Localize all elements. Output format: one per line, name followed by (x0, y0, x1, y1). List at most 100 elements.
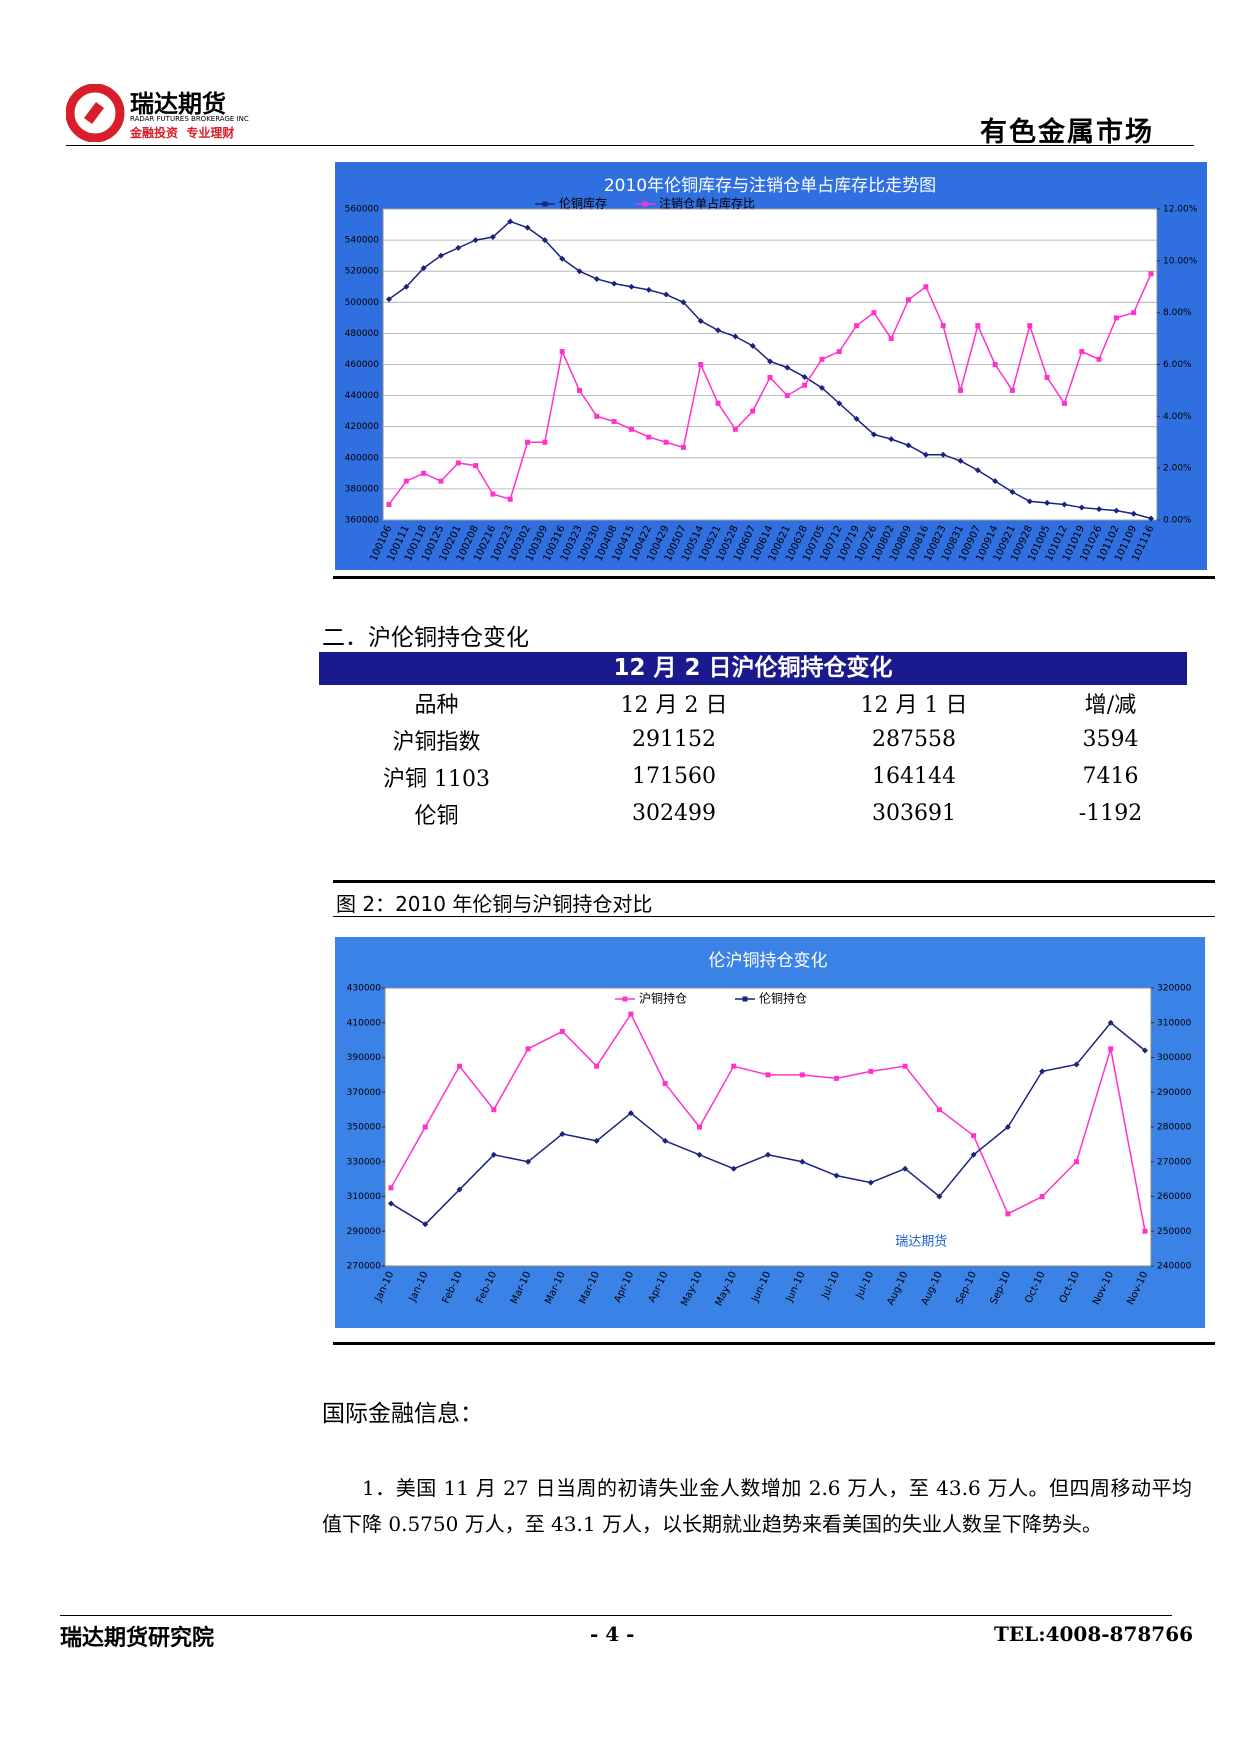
point (541, 237, 548, 244)
point (765, 1151, 771, 1158)
footer-right: TEL:4008-878766 (994, 1622, 1194, 1646)
point (1148, 515, 1154, 522)
point (1096, 506, 1103, 513)
cell: 沪铜 1103 (383, 766, 490, 792)
point (559, 349, 565, 355)
y2-tick-label: 290000 (1157, 1088, 1192, 1098)
section-title: 国际金融信息： (322, 1401, 483, 1427)
point (905, 442, 912, 449)
point (1039, 1068, 1046, 1075)
point (388, 1200, 394, 1207)
y-tick-label: 540000 (345, 236, 380, 246)
cell: 3594 (1082, 727, 1139, 752)
point (992, 362, 998, 367)
point (1027, 323, 1033, 329)
x-tick-label: Mar-10 (577, 1270, 602, 1306)
point (958, 387, 963, 393)
legend-label: 伦铜库存 (559, 196, 607, 211)
y-tick-label: 380000 (345, 484, 380, 494)
point (645, 286, 652, 293)
point (611, 280, 618, 287)
point (970, 1151, 977, 1158)
section-title: 二．沪伦铜持仓变化 (322, 625, 529, 651)
point (507, 496, 513, 502)
point (507, 218, 514, 225)
point (456, 1186, 463, 1193)
header-cell: 品种 (414, 692, 459, 718)
legend-marker (622, 996, 628, 1002)
point (834, 1075, 840, 1081)
point (438, 478, 444, 484)
slogan: 金融投资 专业理财 (130, 126, 235, 140)
point (525, 1046, 531, 1052)
point (1078, 504, 1085, 511)
cell: 164144 (872, 764, 956, 789)
y-tick-label: 480000 (345, 329, 380, 339)
y-tick-label: 270000 (347, 1262, 382, 1272)
point (732, 426, 738, 432)
cell: 7416 (1082, 764, 1139, 789)
point (473, 463, 479, 469)
y-tick-label: 350000 (347, 1123, 382, 1133)
point (922, 451, 929, 458)
header-rule (66, 145, 1194, 146)
point (749, 342, 756, 349)
point (490, 1151, 497, 1158)
point (388, 1185, 394, 1191)
rule (333, 880, 1215, 883)
point (457, 1063, 463, 1069)
rule (333, 576, 1215, 579)
point (1044, 374, 1050, 380)
x-tick-label: Mar-10 (543, 1270, 568, 1306)
point (974, 467, 981, 474)
point (593, 275, 600, 282)
point (906, 297, 912, 303)
rule (333, 1342, 1215, 1345)
y-tick-label: 560000 (345, 205, 380, 215)
y2-tick-label: 320000 (1157, 984, 1192, 994)
y-tick-label: 410000 (347, 1018, 382, 1028)
point (732, 333, 739, 340)
plot-area (384, 987, 1152, 1267)
point (628, 1011, 634, 1017)
point (663, 439, 669, 445)
y2-tick-label: 2.00% (1163, 464, 1192, 474)
header-cell: 12 月 1 日 (860, 692, 968, 718)
point (403, 478, 409, 484)
point (455, 460, 461, 466)
point (902, 1165, 909, 1172)
point (940, 451, 947, 458)
x-tick-label: Feb-10 (441, 1270, 465, 1306)
point (867, 1179, 874, 1186)
point (992, 478, 999, 485)
y-tick-label: 400000 (345, 453, 380, 463)
cell: 171560 (632, 764, 716, 789)
x-tick-label: Nov-10 (1091, 1270, 1116, 1307)
point (870, 431, 877, 438)
point (1142, 1228, 1148, 1234)
y-tick-label: 500000 (345, 298, 380, 308)
x-tick-label: Mar-10 (509, 1270, 534, 1306)
y-tick-label: 330000 (347, 1157, 382, 1167)
point (559, 1130, 566, 1137)
point (422, 1221, 429, 1228)
x-tick-label: Jun-10 (750, 1270, 774, 1305)
x-tick-label: Jun-10 (784, 1270, 808, 1305)
point (403, 283, 410, 290)
point (888, 436, 895, 443)
point (422, 1124, 428, 1130)
point (1130, 510, 1137, 517)
point (420, 265, 427, 272)
point (696, 1151, 703, 1158)
legend-marker (642, 201, 648, 207)
point (1005, 1211, 1011, 1217)
table-title: 12 月 2 日沪伦铜持仓变化 (319, 652, 1187, 685)
point (491, 1107, 497, 1113)
y-tick-label: 310000 (347, 1192, 382, 1202)
chart-title: 伦沪铜持仓变化 (709, 951, 828, 971)
x-tick-label: Oct-10 (1058, 1270, 1082, 1305)
point (663, 291, 670, 298)
point (715, 327, 722, 334)
point (1108, 1046, 1114, 1052)
footer-rule (60, 1615, 1172, 1616)
